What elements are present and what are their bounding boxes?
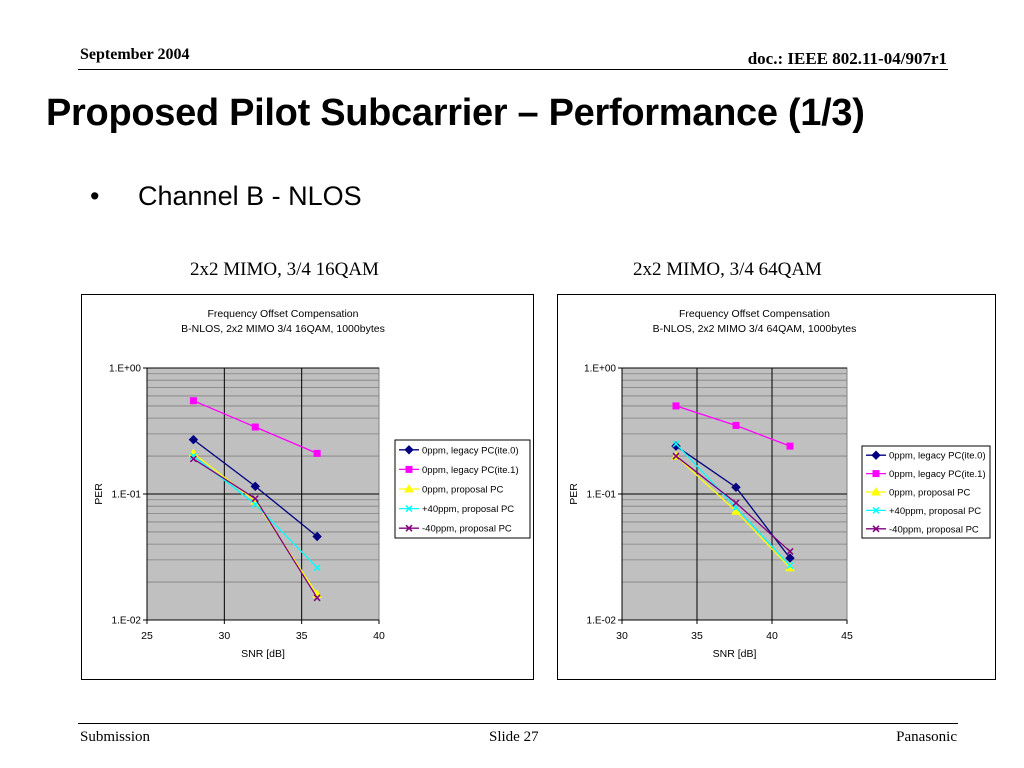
legend-label: 0ppm, legacy PC(ite.0): [889, 451, 986, 462]
legend-label: 0ppm, proposal PC: [889, 488, 970, 499]
legend-marker: [405, 505, 413, 513]
chart-title: Frequency Offset Compensation: [208, 308, 359, 320]
legend-label: +40ppm, proposal PC: [422, 504, 514, 515]
data-point: [786, 442, 794, 450]
data-point: [785, 553, 795, 563]
data-point: [671, 441, 681, 451]
data-point: [313, 564, 321, 572]
legend-label: 0ppm, proposal PC: [422, 485, 503, 496]
data-point: [672, 440, 680, 448]
legend-label: 0ppm, legacy PC(ite.1): [889, 469, 986, 480]
legend-marker: [872, 506, 880, 514]
data-point: [672, 402, 680, 410]
data-point: [189, 452, 197, 460]
y-tick-label: 1.E+00: [109, 364, 141, 375]
legend-marker: [405, 524, 413, 532]
y-axis-label: PER: [93, 483, 105, 505]
slide-title: Proposed Pilot Subcarrier – Performance …: [46, 92, 865, 134]
legend-label: +40ppm, proposal PC: [889, 506, 981, 517]
x-axis-label: SNR [dB]: [241, 648, 285, 660]
x-tick-label: 30: [218, 630, 230, 642]
header-date: September 2004: [80, 46, 190, 63]
footer-slide-number: Slide 27: [489, 729, 539, 745]
legend-label: 0ppm, legacy PC(ite.1): [422, 465, 519, 476]
chart-64qam: Frequency Offset Compensation B-NLOS, 2x2…: [557, 294, 996, 680]
y-tick-label: 1.E+00: [584, 364, 616, 375]
legend-marker: [872, 470, 880, 478]
data-point: [312, 531, 322, 542]
footer-divider: [78, 723, 958, 724]
data-point: [313, 594, 321, 602]
y-tick-label: 1.E-02: [587, 616, 617, 627]
data-point: [731, 482, 741, 493]
data-point: [731, 506, 741, 515]
chart-16qam: Frequency Offset Compensation B-NLOS, 2x2…: [81, 294, 534, 680]
header-doc-id: doc.: IEEE 802.11-04/907r1: [747, 49, 947, 68]
footer-company: Panasonic: [896, 729, 957, 745]
data-point: [786, 547, 794, 555]
bullet-icon: •: [90, 181, 100, 211]
y-tick-label: 1.E-02: [112, 616, 142, 627]
chart-subtitle: B-NLOS, 2x2 MIMO 3/4 64QAM, 1000bytes: [653, 323, 857, 335]
data-point: [189, 397, 197, 405]
data-point: [672, 452, 680, 460]
data-point: [313, 449, 321, 457]
chart-svg: Frequency Offset Compensation B-NLOS, 2x2…: [568, 308, 991, 660]
y-tick-label: 1.E-01: [112, 490, 142, 501]
x-tick-label: 35: [691, 630, 703, 642]
legend-label: -40ppm, proposal PC: [422, 524, 512, 535]
legend-marker: [404, 483, 414, 493]
bullet-text: Channel B - NLOS: [138, 181, 362, 211]
x-tick-label: 30: [616, 630, 628, 642]
header-divider: [78, 69, 948, 70]
chart-caption-64qam: 2x2 MIMO, 3/4 64QAM: [633, 259, 822, 280]
data-point: [732, 421, 740, 429]
legend-marker: [404, 445, 414, 455]
legend-marker: [405, 465, 413, 473]
x-tick-label: 45: [841, 630, 853, 642]
chart-title: Frequency Offset Compensation: [679, 308, 830, 320]
data-point: [189, 455, 197, 463]
y-tick-label: 1.E-01: [587, 490, 617, 501]
x-tick-label: 40: [766, 630, 778, 642]
legend-marker: [871, 450, 881, 460]
data-point: [786, 562, 794, 570]
chart-caption-16qam: 2x2 MIMO, 3/4 16QAM: [190, 259, 379, 280]
footer-submission: Submission: [80, 729, 151, 745]
x-tick-label: 25: [141, 630, 153, 642]
data-point: [188, 434, 199, 445]
chart-svg: Frequency Offset Compensation B-NLOS, 2x2…: [93, 308, 531, 660]
chart-subtitle: B-NLOS, 2x2 MIMO 3/4 16QAM, 1000bytes: [181, 323, 385, 335]
y-axis-label: PER: [568, 483, 580, 505]
x-axis-label: SNR [dB]: [713, 648, 757, 660]
legend-label: 0ppm, legacy PC(ite.0): [422, 445, 519, 456]
x-tick-label: 40: [373, 630, 385, 642]
legend-label: -40ppm, proposal PC: [889, 524, 979, 535]
x-tick-label: 35: [296, 630, 308, 642]
data-point: [251, 423, 259, 431]
data-point: [250, 481, 260, 492]
legend-marker: [872, 525, 880, 533]
legend-marker: [871, 486, 881, 496]
data-point: [251, 495, 259, 503]
data-point: [732, 499, 740, 507]
